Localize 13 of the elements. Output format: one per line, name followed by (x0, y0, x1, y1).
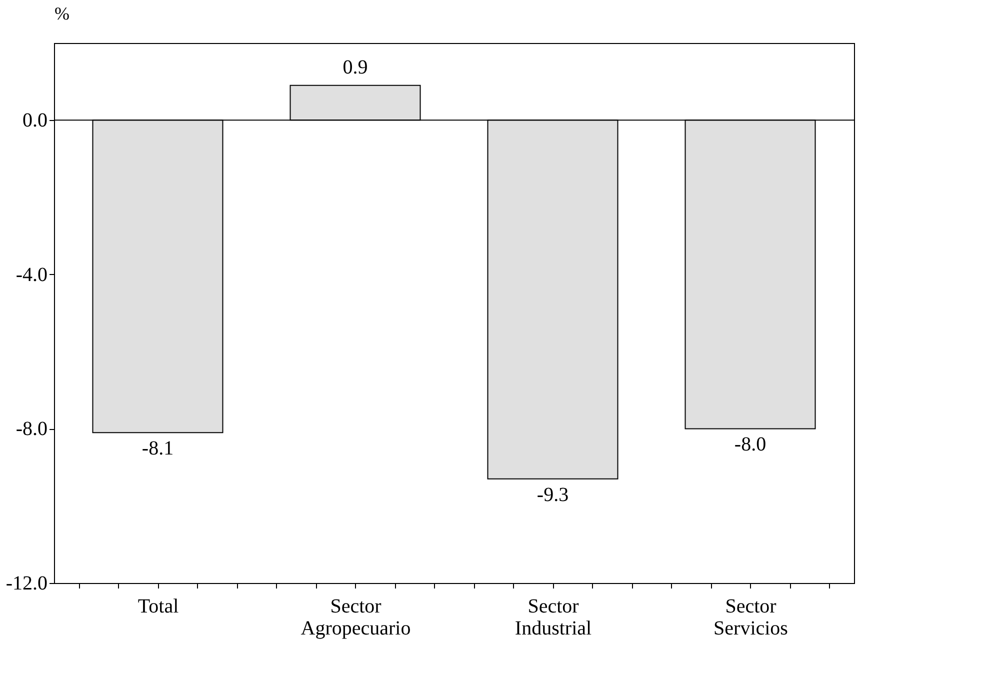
y-tick-label: -8.0 (16, 418, 48, 440)
data-label: 0.9 (342, 56, 368, 78)
data-label: -9.3 (536, 484, 569, 506)
x-tick-label: Sector Servicios (714, 596, 788, 640)
data-label: -8.1 (142, 438, 174, 460)
y-tick-label: 0.0 (22, 110, 48, 132)
y-tick-label: -4.0 (16, 264, 48, 286)
x-tick-label: Total (138, 596, 180, 618)
x-tick-label: Sector Industrial (514, 596, 592, 640)
x-tick-label: Sector Agropecuario (300, 596, 411, 640)
y-axis-title: % (54, 4, 70, 24)
y-tick-label: -12.0 (6, 572, 48, 594)
data-label: -8.0 (734, 434, 766, 456)
